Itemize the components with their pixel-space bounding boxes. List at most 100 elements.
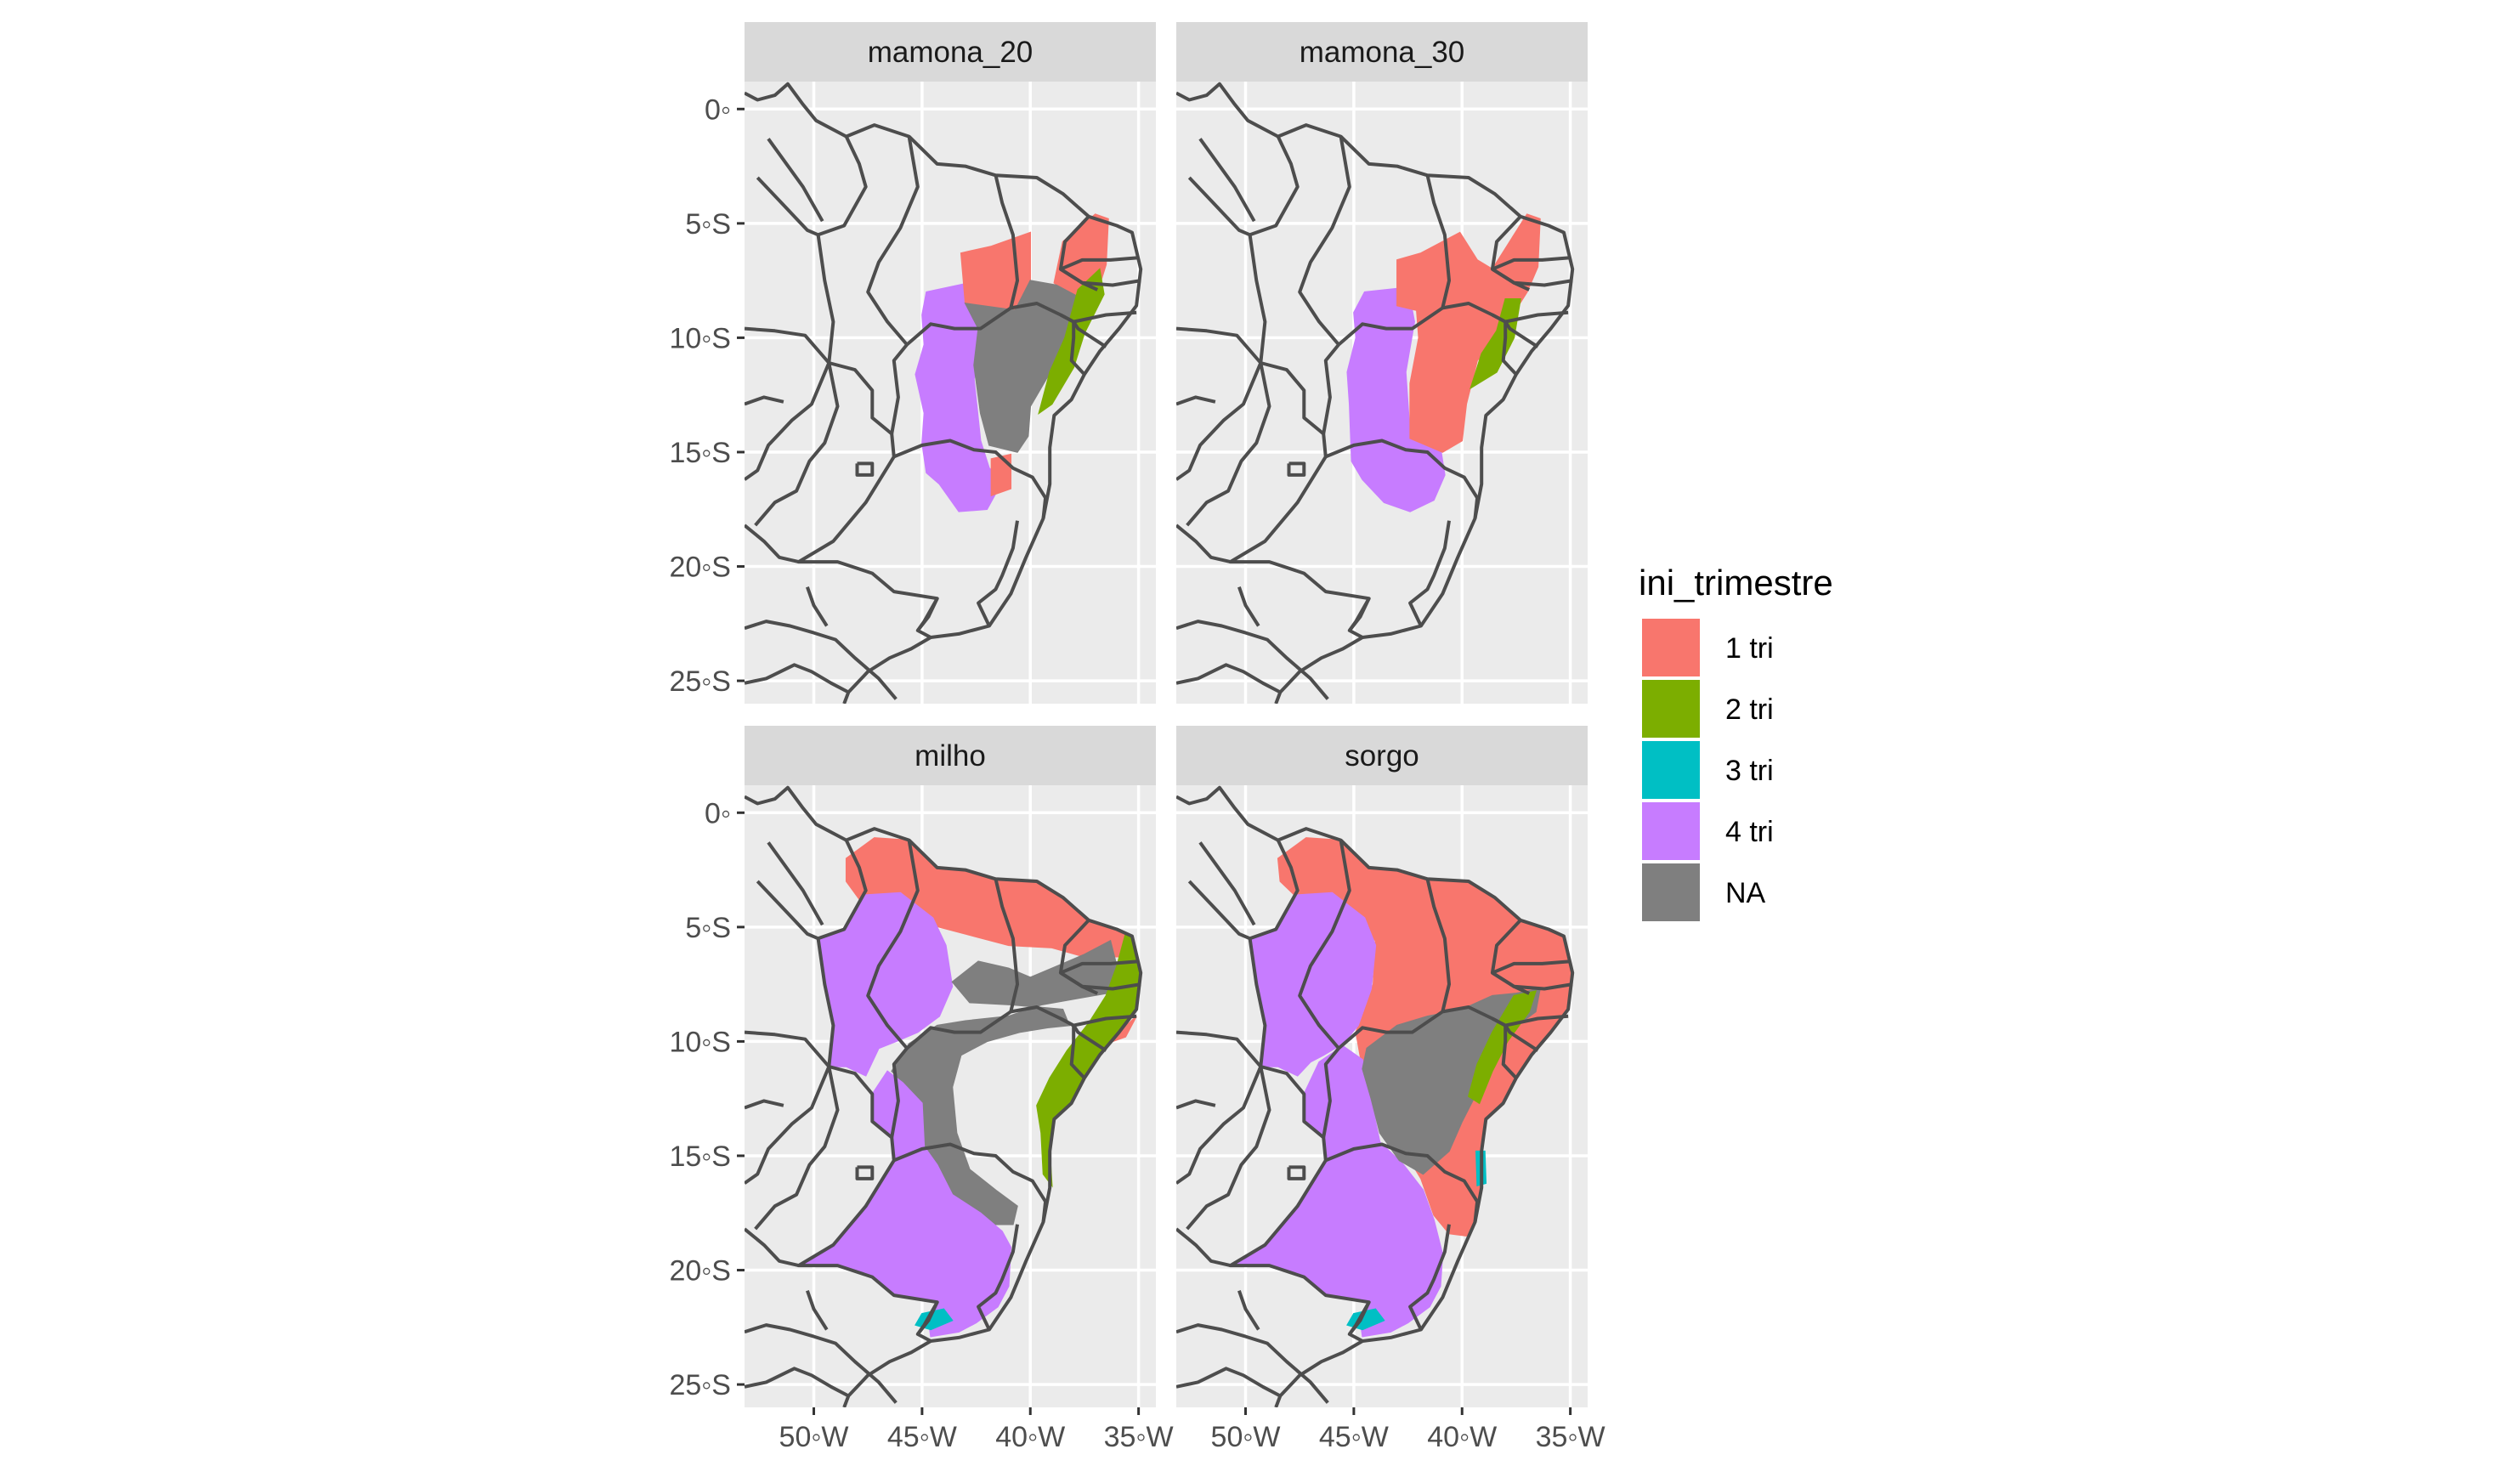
y-tick-label: 20◦S xyxy=(669,552,731,584)
state-border xyxy=(1492,256,1571,271)
strip-background xyxy=(1176,726,1588,785)
state-border xyxy=(745,663,850,694)
map-panel-mamona-30 xyxy=(1176,82,1588,704)
state-border xyxy=(1337,1005,1507,1050)
x-tick: 45◦W xyxy=(1319,1407,1389,1453)
y-tick-label: 5◦S xyxy=(685,912,731,944)
x-tick: 35◦W xyxy=(1536,1407,1605,1453)
state-border xyxy=(745,1227,800,1268)
state-border xyxy=(756,176,819,237)
state-border xyxy=(745,1323,898,1404)
strip-label: mamona_20 xyxy=(868,36,1033,69)
region-outline xyxy=(796,123,1143,639)
state-border xyxy=(1186,1066,1271,1231)
y-tick: 5◦S xyxy=(685,208,745,241)
y-tick-label: 25◦S xyxy=(669,1369,731,1401)
state-border xyxy=(977,520,1019,627)
x-tick: 50◦W xyxy=(1211,1407,1281,1453)
state-border xyxy=(1176,362,1263,481)
x-tick-label: 40◦W xyxy=(995,1421,1065,1453)
state-border xyxy=(905,302,1075,347)
y-tick: 25◦S xyxy=(669,665,745,698)
state-border xyxy=(1501,321,1518,376)
facet-strip-sorgo: sorgo xyxy=(1176,726,1588,785)
region-outline xyxy=(796,827,1143,1343)
legend-item-3-tri: 3 tri xyxy=(1642,741,1774,799)
state-border xyxy=(745,362,831,481)
y-tick-label: 0◦ xyxy=(705,797,731,829)
map-panel-milho xyxy=(745,785,1156,1407)
y-tick-label: 15◦S xyxy=(669,437,731,469)
region-1-tri xyxy=(990,453,1012,497)
strip-background xyxy=(1176,22,1588,82)
state-border xyxy=(1187,176,1251,237)
state-border xyxy=(767,841,824,926)
state-border xyxy=(806,1290,829,1331)
legend-key xyxy=(1642,680,1700,738)
map-panels xyxy=(745,82,1588,1407)
legend: ini_trimestre 1 tri 2 tri 3 tri 4 tri NA xyxy=(1639,563,1833,921)
state-border xyxy=(1176,82,1279,139)
state-border xyxy=(893,439,1048,519)
y-tick: 15◦S xyxy=(669,1141,745,1173)
state-border xyxy=(1425,174,1451,308)
state-border xyxy=(1298,840,1351,1050)
y-tick-label: 0◦ xyxy=(705,93,731,126)
state-border xyxy=(977,1224,1019,1331)
map-panel-mamona-20 xyxy=(745,82,1156,704)
state-border xyxy=(1348,1301,1371,1336)
facet-strip-milho: milho xyxy=(745,726,1156,785)
y-tick: 10◦S xyxy=(669,322,745,354)
region-outline xyxy=(1228,827,1575,1343)
legend-label: 4 tri xyxy=(1725,816,1774,848)
x-tick: 40◦W xyxy=(1427,1407,1497,1453)
x-tick: 45◦W xyxy=(887,1407,957,1453)
state-border xyxy=(1176,785,1279,842)
state-border xyxy=(1186,362,1271,527)
legend-key xyxy=(1642,741,1700,799)
strip-background xyxy=(745,726,1156,785)
state-border xyxy=(1287,1165,1306,1180)
state-border xyxy=(1298,136,1351,346)
legend-label: NA xyxy=(1725,877,1766,909)
state-border xyxy=(890,1047,909,1138)
legend-label: 1 tri xyxy=(1725,632,1774,665)
state-border xyxy=(754,1066,840,1231)
state-border xyxy=(1287,461,1306,477)
x-tick: 35◦W xyxy=(1104,1407,1174,1453)
region-4-tri xyxy=(1346,286,1446,512)
x-tick-label: 35◦W xyxy=(1104,1421,1174,1453)
state-border xyxy=(745,1099,784,1110)
state-border xyxy=(745,524,800,564)
legend-item-1-tri: 1 tri xyxy=(1642,619,1774,676)
state-border xyxy=(806,586,829,627)
y-tick-label: 25◦S xyxy=(669,665,731,698)
facet-strip-mamona-30: mamona_30 xyxy=(1176,22,1588,82)
x-tick-label: 40◦W xyxy=(1427,1421,1497,1453)
state-border xyxy=(1069,321,1086,376)
state-border xyxy=(1325,1142,1480,1223)
legend-item-4-tri: 4 tri xyxy=(1642,802,1774,860)
state-border xyxy=(1337,302,1507,347)
state-border xyxy=(1059,310,1137,324)
y-tick-label: 10◦S xyxy=(669,1026,731,1058)
state-border xyxy=(916,1301,939,1336)
state-border xyxy=(855,1165,875,1180)
state-border xyxy=(1491,268,1573,287)
state-border xyxy=(1198,138,1256,223)
state-border xyxy=(767,138,824,223)
legend-label: 2 tri xyxy=(1725,693,1774,726)
y-tick-label: 20◦S xyxy=(669,1255,731,1288)
state-border xyxy=(1176,1066,1263,1185)
x-tick-label: 45◦W xyxy=(1319,1421,1389,1453)
state-border xyxy=(1325,439,1480,519)
state-border xyxy=(745,785,847,842)
state-border xyxy=(754,362,840,527)
state-border xyxy=(855,461,875,477)
state-border xyxy=(1492,959,1571,975)
state-border xyxy=(1176,524,1232,564)
state-border xyxy=(1237,1290,1260,1331)
legend-keys: 1 tri 2 tri 3 tri 4 tri NA xyxy=(1642,619,1774,921)
